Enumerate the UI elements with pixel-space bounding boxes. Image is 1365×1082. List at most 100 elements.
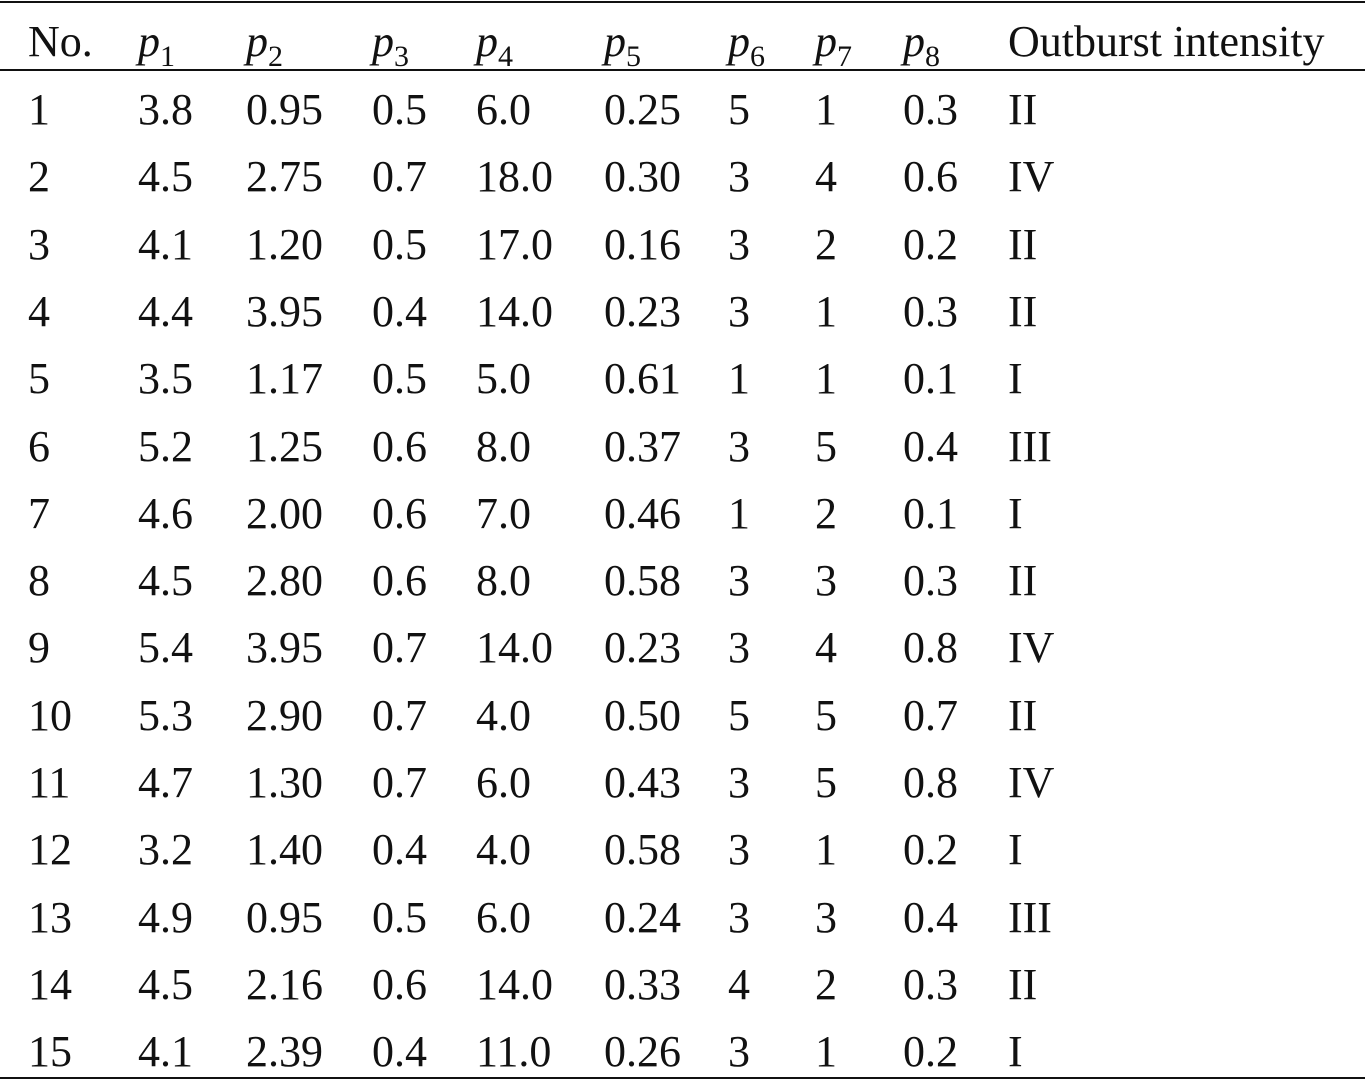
- table-cell: 0.95: [246, 85, 323, 134]
- table-cell: 0.23: [604, 623, 681, 673]
- table-cell: 0.61: [604, 354, 681, 404]
- table-cell: 2.00: [246, 488, 323, 538]
- table-cell: 4: [28, 286, 50, 336]
- table-cell: 0.7: [372, 623, 427, 673]
- table-cell: 4.5: [138, 959, 193, 1009]
- table-cell: 0.6: [372, 556, 427, 606]
- table-cell: 3.95: [246, 286, 323, 336]
- table-cell: 1: [28, 85, 50, 134]
- table-cell: IV: [1008, 152, 1055, 202]
- table-cell: 1: [815, 286, 837, 336]
- table-cell: IV: [1008, 758, 1055, 807]
- table-cell: II: [1008, 219, 1038, 269]
- header-text: No.: [28, 17, 93, 66]
- table-cell: 3: [728, 286, 750, 336]
- table-cell: 14.0: [476, 959, 553, 1009]
- table-cell: 4.7: [138, 758, 193, 807]
- table-cell: 0.43: [604, 758, 681, 807]
- table-cell: 0.95: [246, 892, 323, 942]
- table-cell: 5.2: [138, 421, 193, 471]
- header-cell: p8: [903, 17, 940, 72]
- table-cell: I: [1008, 488, 1023, 538]
- table-cell: 0.2: [903, 219, 958, 269]
- table-cell: 0.4: [372, 286, 427, 336]
- table-cell: 0.4: [903, 892, 958, 942]
- table-cell: 4: [815, 623, 837, 673]
- table-cell: 4.4: [138, 286, 193, 336]
- header-symbol: p: [372, 17, 394, 66]
- table-cell: 5: [815, 690, 837, 740]
- table-cell: 0.7: [372, 758, 427, 807]
- table-cell: 6.0: [476, 758, 531, 807]
- table-cell: II: [1008, 959, 1038, 1009]
- header-cell: No.: [28, 20, 93, 64]
- table-cell: 3: [728, 623, 750, 673]
- table-cell: 4: [728, 959, 750, 1009]
- table-cell: 17.0: [476, 219, 553, 269]
- header-subscript: 3: [394, 40, 409, 73]
- table-cell: 14: [28, 959, 72, 1009]
- table-cell: 3.8: [138, 85, 193, 134]
- table-cell: 4.6: [138, 488, 193, 538]
- table-cell: 2.16: [246, 959, 323, 1009]
- table-cell: 13: [28, 892, 72, 942]
- table-cell: 3.5: [138, 354, 193, 404]
- table-cell: 0.3: [903, 286, 958, 336]
- table-cell: II: [1008, 286, 1038, 336]
- table-cell: 3.95: [246, 623, 323, 673]
- table-cell: 0.2: [903, 825, 958, 875]
- table-cell: 1: [815, 85, 837, 134]
- table-cell: 0.1: [903, 488, 958, 538]
- table-cell: 0.7: [372, 152, 427, 202]
- table-cell: 2: [815, 959, 837, 1009]
- table-cell: 0.23: [604, 286, 681, 336]
- table-cell: 0.16: [604, 219, 681, 269]
- table-cell: 0.25: [604, 85, 681, 134]
- table-cell: 2: [815, 488, 837, 538]
- table-cell: 2: [28, 152, 50, 202]
- table-cell: 0.30: [604, 152, 681, 202]
- table-cell: 5.4: [138, 623, 193, 673]
- table-cell: 0.58: [604, 825, 681, 875]
- top-rule: [0, 1, 1365, 3]
- header-symbol: p: [138, 17, 160, 66]
- table-cell: 2.90: [246, 690, 323, 740]
- table-cell: 2.80: [246, 556, 323, 606]
- table-cell: 0.5: [372, 219, 427, 269]
- header-cell: p3: [372, 17, 409, 72]
- header-cell: p7: [815, 20, 852, 72]
- table-cell: 0.46: [604, 488, 681, 538]
- table-cell: 0.5: [372, 85, 427, 134]
- header-symbol: p: [903, 17, 925, 66]
- table-cell: 14.0: [476, 286, 553, 336]
- table-cell: 0.3: [903, 556, 958, 606]
- table-cell: 1.25: [246, 421, 323, 471]
- table-cell: 3: [728, 556, 750, 606]
- table-cell: 0.50: [604, 690, 681, 740]
- header-symbol: p: [476, 17, 498, 66]
- header-cell: p4: [476, 17, 513, 72]
- header-cell: p6: [728, 20, 765, 72]
- table-cell: 0.7: [903, 690, 958, 740]
- table-cell: 4: [815, 152, 837, 202]
- table-cell: 10: [28, 690, 72, 740]
- header-rule: [0, 69, 1365, 71]
- table-cell: 0.5: [372, 892, 427, 942]
- table-cell: 1.40: [246, 825, 323, 875]
- table-cell: 2: [815, 219, 837, 269]
- header-subscript: 7: [837, 40, 852, 73]
- table-cell: 15: [28, 1027, 72, 1077]
- table-cell: 3: [728, 758, 750, 807]
- table-cell: 1.17: [246, 354, 323, 404]
- table-cell: 3.2: [138, 825, 193, 875]
- table-cell: 4.1: [138, 219, 193, 269]
- header-subscript: 5: [626, 40, 641, 73]
- table-cell: II: [1008, 690, 1038, 740]
- table-cell: 1.20: [246, 219, 323, 269]
- bottom-rule: [0, 1077, 1365, 1079]
- table-cell: 3: [815, 556, 837, 606]
- table-cell: 6: [28, 421, 50, 471]
- table-cell: 3: [728, 1027, 750, 1077]
- table-cell: 2.75: [246, 152, 323, 202]
